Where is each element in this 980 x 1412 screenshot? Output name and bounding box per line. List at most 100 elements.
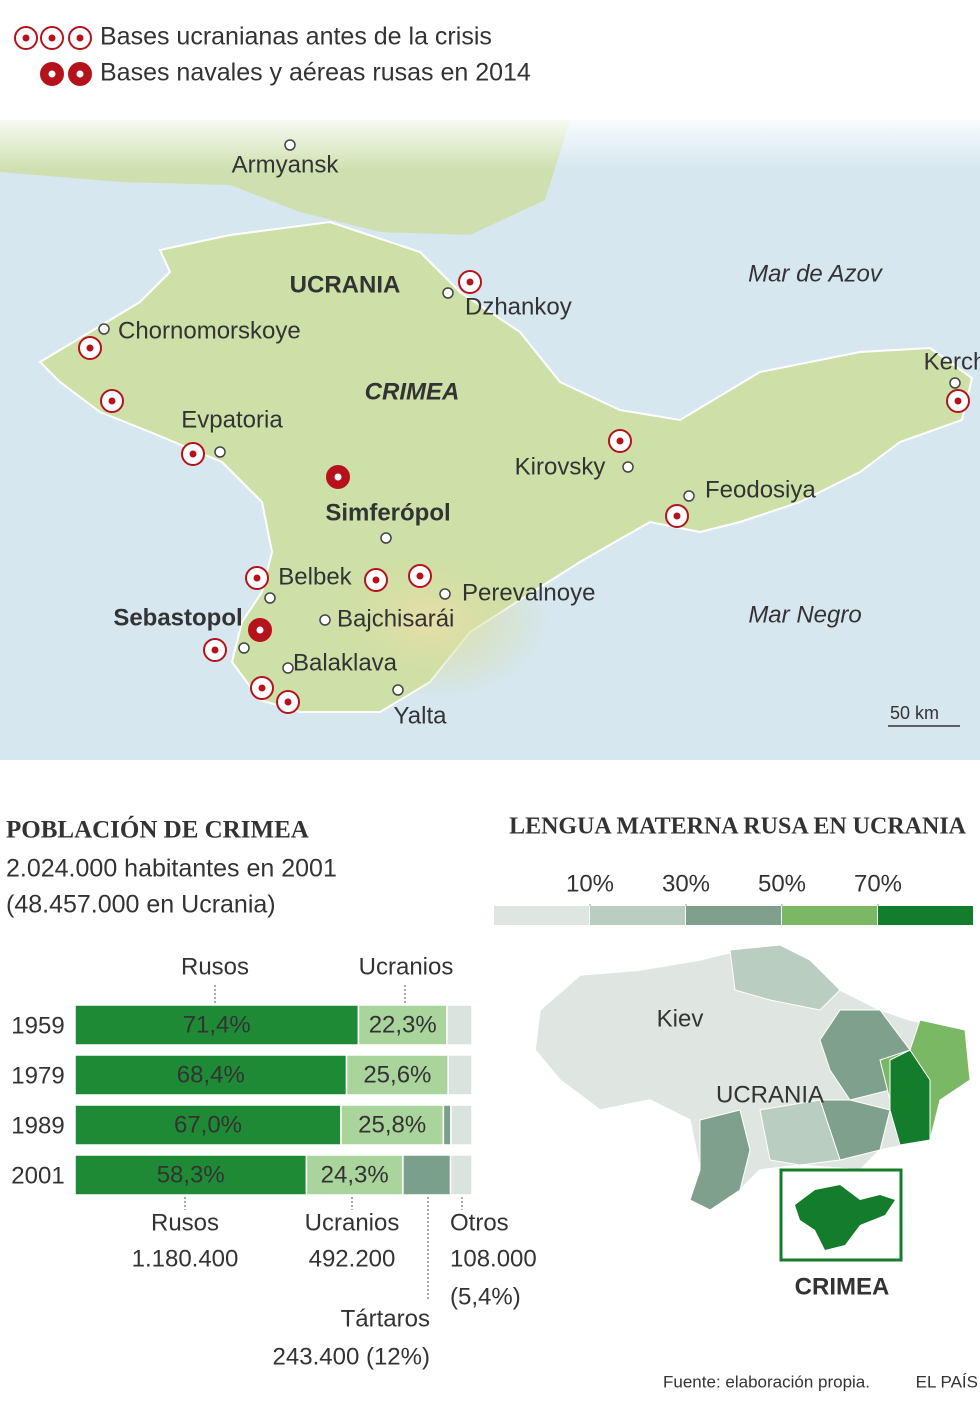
leaders — [184, 985, 463, 1300]
bar-segment — [74, 1154, 308, 1196]
bar-segment — [402, 1154, 452, 1196]
base-icon-dot — [256, 626, 264, 634]
city-dot — [683, 490, 695, 502]
annotation: 1.180.400 — [132, 1245, 239, 1272]
annotation: 243.400 (12%) — [273, 1343, 430, 1370]
annotation: 108.000 — [450, 1245, 537, 1272]
place-label: Simferópol — [325, 499, 450, 526]
annotation: Tártaros — [341, 1305, 430, 1332]
base-icon-dot — [189, 450, 197, 458]
scale-label: 50 km — [890, 703, 939, 723]
base-icon-dot — [108, 397, 116, 405]
base-icon-dot — [48, 34, 56, 42]
bar-segment — [442, 1104, 452, 1146]
city-dot — [284, 139, 296, 151]
base-icon-dot — [954, 397, 962, 405]
place-label: Mar de Azov — [748, 260, 884, 287]
place-label: Belbek — [278, 563, 352, 590]
annotation: Rusos — [151, 1209, 219, 1236]
base-icon-dot — [673, 512, 681, 520]
place-label: Mar Negro — [748, 601, 861, 628]
scale-swatch — [782, 906, 877, 925]
value-label: 25,8% — [358, 1111, 426, 1138]
place-label: UCRANIA — [290, 271, 401, 298]
place-label: Sebastopol — [113, 604, 242, 631]
base-icon-dot — [616, 437, 624, 445]
scale-tick-label: 10% — [566, 870, 614, 897]
chart-subtitle: (48.457.000 en Ucrania) — [6, 891, 276, 919]
value-label: 22,3% — [369, 1011, 437, 1038]
category-label: 1959 — [11, 1012, 64, 1039]
place-label: Kirovsky — [515, 453, 606, 480]
icons — [14, 26, 970, 714]
scale-swatch — [590, 906, 685, 925]
place-label: Kerch — [924, 348, 980, 375]
base-icon-dot — [86, 344, 94, 352]
bar-segment — [74, 1104, 342, 1146]
bar-segment — [447, 1054, 473, 1096]
source: Fuente: elaboración propia. — [663, 1372, 870, 1391]
annotation: Rusos — [181, 953, 249, 980]
map-title: LENGUA MATERNA RUSA EN UCRANIA — [509, 814, 967, 840]
scale-tick-label: 30% — [662, 870, 710, 897]
city-dot — [319, 614, 331, 626]
map-label: Kiev — [657, 1005, 704, 1032]
base-icon-dot — [211, 646, 219, 654]
place-label: Yalta — [394, 702, 448, 729]
base-icon-dot — [48, 70, 56, 78]
city-dot — [442, 287, 454, 299]
city-dot — [214, 446, 226, 458]
scale-tick-label: 50% — [758, 870, 806, 897]
city-dot — [282, 662, 294, 674]
bar-segment — [449, 1154, 473, 1196]
city-dot — [380, 532, 392, 544]
ukraine-map — [534, 944, 971, 1262]
map-label: UCRANIA — [716, 1081, 824, 1108]
base-icon-dot — [416, 572, 424, 580]
base-icon-dot — [334, 473, 342, 481]
map-label: CRIMEA — [795, 1273, 890, 1300]
legend-text: Bases navales y aéreas rusas en 2014 — [100, 59, 531, 87]
annotation: 492.200 — [309, 1245, 396, 1272]
value-label: 71,4% — [183, 1011, 251, 1038]
bar-segment — [446, 1004, 473, 1046]
value-label: 24,3% — [321, 1161, 389, 1188]
city-dot — [622, 461, 634, 473]
legend-text: Bases ucranianas antes de la crisis — [100, 23, 492, 51]
place-label: Perevalnoye — [462, 579, 595, 606]
city-dot — [264, 592, 276, 604]
bar-segment — [74, 1054, 348, 1096]
place-label: Balaklava — [293, 649, 398, 676]
value-label: 68,4% — [177, 1061, 245, 1088]
base-icon-dot — [76, 70, 84, 78]
place-label: Armyansk — [232, 151, 340, 178]
scale-swatch — [494, 906, 589, 925]
place-label: Chornomorskoye — [118, 317, 301, 344]
annotation: (5,4%) — [450, 1283, 521, 1310]
place-label: Dzhankoy — [465, 293, 572, 320]
base-icon-dot — [372, 576, 380, 584]
place-label: Feodosiya — [705, 476, 816, 503]
place-labels: Armyansk UCRANIA Dzhankoy Mar de Azov Chorno… — [98, 139, 980, 729]
color-scale: 10% 30% 50% 70% — [494, 870, 973, 925]
bar-chart: 1959 71,4% 22,3% 1979 68,4% 25,6% 1989 67,0% 25,… — [11, 1004, 473, 1196]
scale-swatch — [686, 906, 781, 925]
value-label: 67,0% — [174, 1111, 242, 1138]
base-icon-dot — [253, 574, 261, 582]
annotation: Ucranios — [359, 953, 454, 980]
annotation: Otros — [450, 1209, 509, 1236]
city-dot — [392, 684, 404, 696]
brand: EL PAÍS — [916, 1372, 978, 1391]
city-dot — [439, 588, 451, 600]
value-label: 58,3% — [157, 1161, 225, 1188]
value-label: 25,6% — [363, 1061, 431, 1088]
place-label: Evpatoria — [181, 406, 283, 433]
bar-segment — [305, 1154, 404, 1196]
base-icon-dot — [76, 34, 84, 42]
place-label: Bajchisarái — [337, 605, 454, 632]
crimea-land — [38, 220, 974, 713]
bar-segment — [450, 1104, 473, 1146]
fade — [0, 110, 980, 170]
